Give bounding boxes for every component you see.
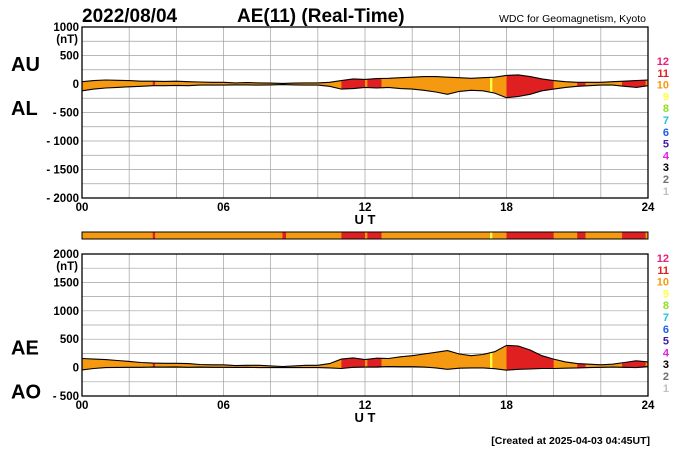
strip-segment <box>585 232 623 239</box>
legend-level-2: 2 <box>663 174 669 186</box>
legend-level-6: 6 <box>663 127 669 139</box>
legend-level-6: 6 <box>663 324 669 336</box>
area-segment <box>492 74 507 98</box>
legend-level-7: 7 <box>663 115 669 127</box>
strip-segment <box>367 232 382 239</box>
ae-ao-panel: - 500 0 500 1000 1500 2000(nT) 00 06 12 18 24 U T AE… <box>11 249 655 425</box>
y-tick-label: 2000 <box>53 249 79 261</box>
legend-level-7: 7 <box>663 312 669 324</box>
created-label: [Created at 2025-04-03 04:45UT] <box>491 435 650 447</box>
station-count-strip <box>81 231 649 240</box>
y-tick-label: - 1000 <box>46 136 79 148</box>
x-tick-label: 18 <box>500 400 513 412</box>
x-tick-label: 12 <box>359 400 372 412</box>
legend-level-9: 9 <box>663 288 669 300</box>
x-tick-label: 12 <box>359 202 372 214</box>
chart-title: AE(11) (Real-Time) <box>237 6 405 27</box>
strip-segment <box>152 232 156 239</box>
series-label-ae: AE <box>11 338 39 360</box>
y-unit-label: (nT) <box>56 34 78 46</box>
legend-level-11: 11 <box>657 68 669 80</box>
x-tick-label: 24 <box>642 400 655 412</box>
strip-segment <box>341 232 366 239</box>
strip-frame <box>81 231 649 240</box>
y-tick-label: 500 <box>60 51 79 63</box>
source-label: WDC for Geomagnetism, Kyoto <box>499 13 646 25</box>
strip-segment <box>577 232 586 239</box>
x-axis-label: U T <box>355 212 376 227</box>
legend-level-12: 12 <box>657 253 669 265</box>
legend-level-10: 10 <box>657 277 669 289</box>
legend-level-3: 3 <box>663 162 669 174</box>
strip-segment <box>365 232 368 239</box>
legend-level-8: 8 <box>663 103 669 115</box>
legend-level-11: 11 <box>657 265 669 277</box>
strip-segment <box>622 232 646 239</box>
y-unit-label: (nT) <box>56 261 78 273</box>
strip-segment <box>489 232 493 239</box>
series-label-al: AL <box>11 98 38 120</box>
y-tick-label: 1000 <box>53 22 79 34</box>
strip-segment <box>506 232 554 239</box>
legend-level-4: 4 <box>663 347 670 359</box>
series-line-au <box>81 74 649 84</box>
legend-level-9: 9 <box>663 91 669 103</box>
y-tick-label: - 1500 <box>46 165 79 177</box>
legend-level-10: 10 <box>657 80 669 92</box>
strip-segment <box>282 232 287 239</box>
series-line-ae <box>81 344 649 368</box>
x-tick-label: 24 <box>642 202 655 214</box>
y-tick-label: 1500 <box>53 277 79 289</box>
legend-level-5: 5 <box>663 336 669 348</box>
legend-level-3: 3 <box>663 359 669 371</box>
x-tick-label: 00 <box>76 400 89 412</box>
strip-segment <box>492 232 507 239</box>
strip-segment <box>82 232 154 239</box>
plot-frame <box>81 253 649 397</box>
area-segment <box>489 74 493 98</box>
x-tick-label: 06 <box>217 400 230 412</box>
legend-level-4: 4 <box>663 150 670 162</box>
area-segment <box>365 74 368 98</box>
y-tick-label: - 2000 <box>46 193 79 205</box>
y-tick-label: 500 <box>60 334 79 346</box>
strip-segment <box>553 232 578 239</box>
y-tick-label: 0 <box>73 363 79 375</box>
strip-segment <box>645 232 649 239</box>
legend-level-1: 1 <box>663 383 669 395</box>
plot-frame <box>81 26 649 199</box>
legend-level-2: 2 <box>663 371 669 383</box>
y-tick-label: - 500 <box>53 108 79 120</box>
x-tick-label: 18 <box>500 202 513 214</box>
x-tick-label: 06 <box>217 202 230 214</box>
area-segment <box>489 345 493 371</box>
series-line-ao <box>81 365 649 371</box>
y-tick-label: 0 <box>73 79 79 91</box>
strip-segment <box>155 232 283 239</box>
x-tick-label: 00 <box>76 202 89 214</box>
series-label-au: AU <box>11 54 40 76</box>
strip-segment <box>285 232 342 239</box>
x-axis-label: U T <box>355 410 376 425</box>
legend-level-5: 5 <box>663 139 669 151</box>
legend-level-8: 8 <box>663 300 669 312</box>
legend-level-1: 1 <box>663 186 669 198</box>
y-tick-label: - 500 <box>53 391 79 403</box>
date-label: 2022/08/04 <box>82 6 178 27</box>
series-label-ao: AO <box>11 382 41 404</box>
y-tick-label: 1000 <box>53 306 79 318</box>
au-al-panel: - 2000 - 1500 - 1000 - 500 0 500 1000(nT) 00 06 1… <box>11 22 655 227</box>
strip-segment <box>381 232 491 239</box>
legend-level-12: 12 <box>657 56 669 68</box>
series-line-al <box>81 84 649 99</box>
